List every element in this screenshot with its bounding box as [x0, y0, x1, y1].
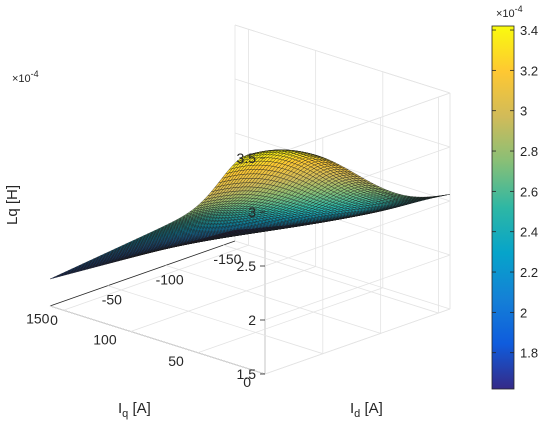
id-tick-label: -100: [156, 271, 184, 287]
id-tick-label: -150: [213, 251, 241, 267]
z-exponent-power: -4: [31, 69, 39, 79]
y-axis-label: Id [A]: [350, 400, 383, 420]
grid-line: [234, 240, 451, 310]
z-tick-label: 1.5: [237, 366, 257, 382]
z-axis-exponent: ×10-4: [12, 69, 39, 85]
iq-tick-label: 0: [243, 374, 251, 390]
z-tick-label: 3.5: [237, 150, 257, 166]
colorbar-tick-label: 1.8: [520, 346, 538, 361]
colorbar-exponent-power: -4: [515, 4, 523, 14]
grid-line: [165, 264, 381, 334]
grid-line: [264, 200, 451, 267]
z-exponent-base: ×10: [12, 73, 31, 85]
grid-line: [264, 92, 451, 159]
colorbar-tick-label: 2.4: [520, 225, 538, 240]
iq-tick-label: 50: [168, 353, 184, 369]
grid-line: [234, 78, 451, 148]
iq-tick-label: 100: [93, 332, 117, 348]
z-axis-label: Lq [H]: [4, 185, 21, 225]
x-axis-label-unit: [A]: [128, 400, 151, 417]
grid-line: [130, 266, 316, 332]
grid-line: [49, 305, 266, 375]
y-axis-label-main: I: [350, 400, 354, 417]
grid-line: [63, 244, 249, 311]
z-tick-label: 3: [248, 204, 256, 220]
x-axis-label-sub: q: [122, 408, 128, 420]
colorbar-tick-label: 2.8: [520, 144, 538, 159]
colorbar-tick-label: 2.6: [520, 184, 538, 199]
id-tick-label: 0: [50, 312, 58, 328]
x-axis-label-main: I: [118, 400, 122, 417]
id-axis-line: [49, 240, 236, 307]
iq-tick-label: 150: [26, 310, 50, 326]
grid-line: [107, 285, 323, 355]
colorbar-tick-label: 3.2: [520, 63, 538, 78]
colorbar-tick-label: 3.4: [520, 23, 538, 38]
grid-line: [197, 287, 383, 354]
colorbar: [491, 25, 515, 390]
id-tick-label: -50: [102, 292, 122, 308]
colorbar-ticks: 1.8 2 2.2 2.4 2.6 2.8 3 3.2 3.4: [492, 23, 538, 361]
surface-patch: [49, 276, 57, 280]
grid-line: [264, 308, 451, 375]
colorbar-tick-label: 2: [520, 305, 527, 320]
colorbar-exponent-base: ×10: [496, 8, 515, 20]
colorbar-tick-label: 2.2: [520, 265, 538, 280]
colorbar-tick-label: 3: [520, 104, 527, 119]
colorbar-exponent: ×10-4: [496, 4, 523, 20]
surface-mesh: [49, 149, 451, 280]
grid-lines: [49, 24, 451, 375]
y-axis-label-sub: d: [354, 408, 360, 420]
y-axis-label-unit: [A]: [360, 400, 383, 417]
x-axis-label: Iq [A]: [118, 400, 151, 420]
z-tick-label: 2: [248, 312, 256, 328]
z-tick-label: 2.5: [237, 258, 257, 274]
grid-line: [234, 24, 451, 94]
grid-line: [223, 244, 439, 314]
